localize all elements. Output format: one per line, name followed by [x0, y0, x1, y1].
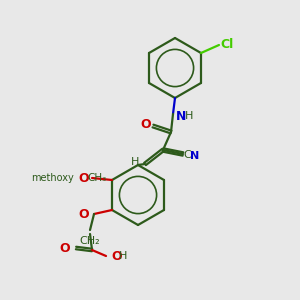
Text: methoxy: methoxy: [31, 173, 74, 183]
Text: O: O: [78, 208, 89, 220]
Text: CH₃: CH₃: [87, 173, 106, 183]
Text: N: N: [176, 110, 186, 122]
Text: C: C: [183, 150, 191, 160]
Text: O: O: [59, 242, 70, 254]
Text: H: H: [185, 111, 193, 121]
Text: CH₂: CH₂: [80, 236, 100, 246]
Text: O: O: [78, 172, 89, 184]
Text: N: N: [190, 151, 200, 161]
Text: O: O: [141, 118, 151, 131]
Text: O: O: [111, 250, 122, 262]
Text: H: H: [131, 157, 139, 167]
Text: H: H: [119, 251, 128, 261]
Text: Cl: Cl: [220, 38, 234, 50]
